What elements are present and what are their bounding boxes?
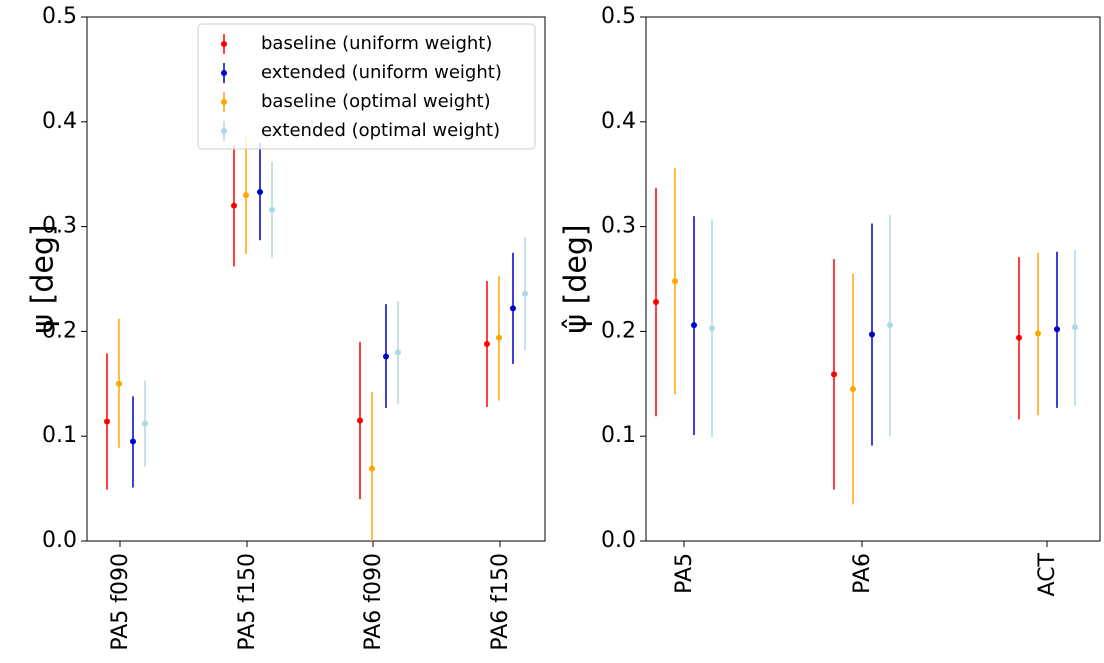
data-point bbox=[395, 349, 401, 356]
x-tick-label: PA6 f150 bbox=[488, 553, 513, 651]
data-point bbox=[496, 334, 502, 341]
legend-marker-point bbox=[221, 70, 227, 76]
data-point bbox=[269, 206, 275, 213]
data-point bbox=[691, 322, 697, 329]
data-point bbox=[1016, 334, 1022, 341]
data-point bbox=[383, 353, 389, 360]
legend-box bbox=[197, 23, 536, 150]
data-point bbox=[709, 325, 715, 332]
legend-label: extended (uniform weight) bbox=[261, 62, 502, 83]
right-y-axis-label: ψ̂ [deg] bbox=[559, 224, 594, 333]
data-point bbox=[231, 202, 237, 209]
left-x-axis: PA5 f090 PA5 f150 PA6 f090 PA6 f150 bbox=[108, 541, 513, 651]
y-tick-label: 0.4 bbox=[601, 109, 636, 134]
right-plot-frame bbox=[645, 16, 1101, 542]
y-tick-label: 0.3 bbox=[601, 214, 636, 239]
legend-label: baseline (uniform weight) bbox=[261, 33, 492, 54]
data-point bbox=[257, 189, 263, 196]
legend-marker-point bbox=[221, 41, 227, 47]
y-tick-label: 0.2 bbox=[42, 318, 77, 343]
left-data-marks bbox=[104, 136, 528, 541]
left-plot-frame bbox=[86, 16, 546, 542]
right-panel: 0.0 0.1 0.2 0.3 0.4 0.5 PA5 PA6 ACT ψ̂ [deg] bbox=[559, 4, 1101, 596]
left-panel: 0.0 0.1 0.2 0.3 0.4 0.5 PA5 f090 PA5 f150 PA6 f… bbox=[26, 4, 546, 651]
data-point bbox=[831, 371, 837, 378]
x-tick-label: PA6 f090 bbox=[361, 553, 386, 651]
data-point bbox=[672, 278, 678, 285]
data-point bbox=[1035, 330, 1041, 337]
x-tick-label: PA5 bbox=[672, 553, 697, 594]
right-y-axis: 0.0 0.1 0.2 0.3 0.4 0.5 bbox=[601, 4, 646, 553]
right-data-marks bbox=[653, 167, 1078, 505]
y-tick-label: 0.1 bbox=[42, 423, 77, 448]
y-tick-label: 0.2 bbox=[601, 318, 636, 343]
data-point bbox=[142, 420, 148, 427]
x-tick-label: PA5 f090 bbox=[108, 553, 133, 651]
legend-label: baseline (optimal weight) bbox=[261, 91, 491, 112]
data-point bbox=[887, 322, 893, 329]
data-point bbox=[653, 299, 659, 306]
data-point bbox=[104, 418, 110, 425]
data-point bbox=[850, 386, 856, 393]
legend-label: extended (optimal weight) bbox=[261, 120, 500, 141]
left-y-axis-label: ψ [deg] bbox=[26, 224, 61, 333]
data-point bbox=[369, 465, 375, 472]
data-point bbox=[522, 290, 528, 297]
y-tick-label: 0.4 bbox=[42, 109, 77, 134]
data-point bbox=[130, 438, 136, 445]
legend: baseline (uniform weight) extended (unifo… bbox=[197, 23, 536, 150]
right-x-axis: PA5 PA6 ACT bbox=[672, 541, 1060, 596]
y-tick-label: 0.0 bbox=[601, 528, 636, 553]
data-point bbox=[869, 331, 875, 338]
legend-marker-point bbox=[221, 99, 227, 105]
y-tick-label: 0.5 bbox=[42, 4, 77, 29]
data-point bbox=[243, 192, 249, 199]
data-point bbox=[510, 305, 516, 312]
y-tick-label: 0.1 bbox=[601, 423, 636, 448]
legend-marker-point bbox=[221, 128, 227, 134]
x-tick-label: ACT bbox=[1035, 552, 1060, 596]
data-point bbox=[357, 417, 363, 424]
data-point bbox=[1072, 324, 1078, 331]
x-tick-label: PA6 bbox=[850, 553, 875, 594]
data-point bbox=[1054, 326, 1060, 333]
data-point bbox=[484, 340, 490, 347]
y-tick-label: 0.5 bbox=[601, 4, 636, 29]
y-tick-label: 0.0 bbox=[42, 528, 77, 553]
data-point bbox=[116, 380, 122, 387]
y-tick-label: 0.3 bbox=[42, 214, 77, 239]
left-y-axis: 0.0 0.1 0.2 0.3 0.4 0.5 bbox=[42, 4, 87, 553]
x-tick-label: PA5 f150 bbox=[235, 553, 260, 651]
